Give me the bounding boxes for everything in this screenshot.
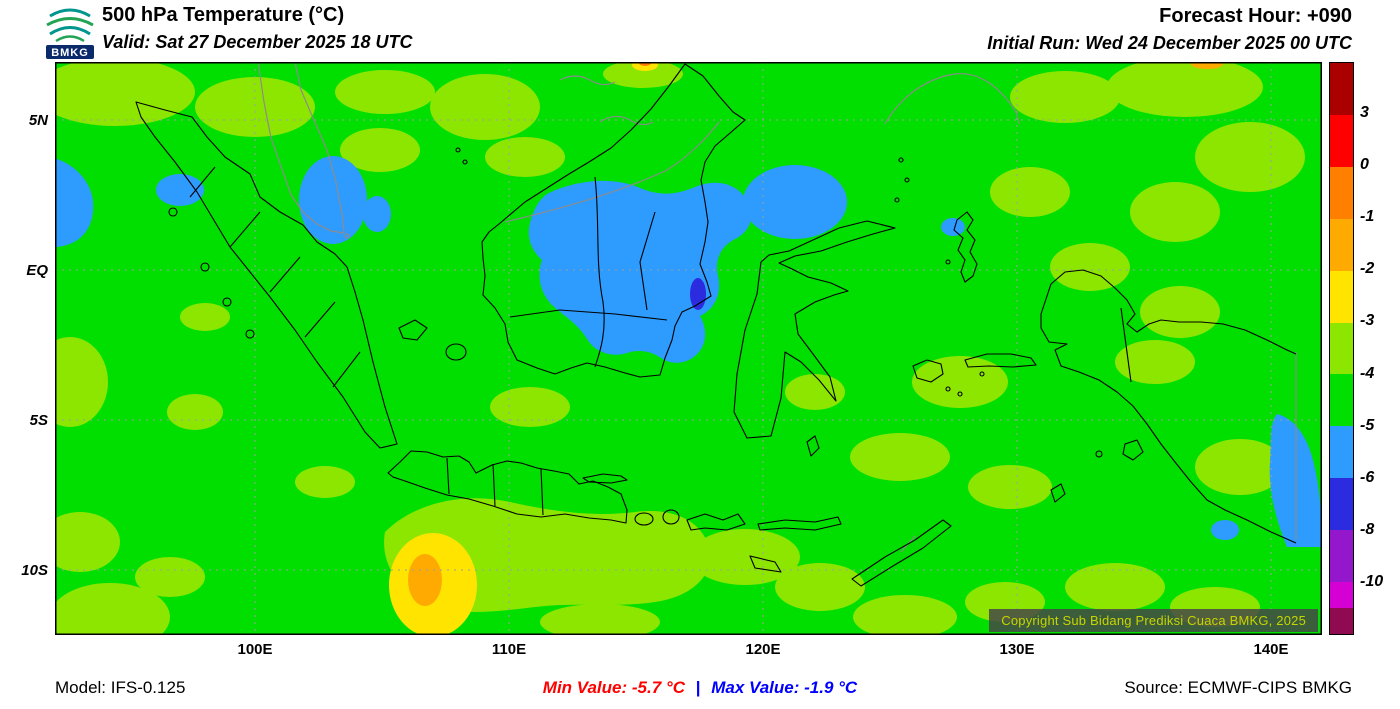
max-value-label: Max Value: -1.9 °C [711,678,858,697]
colorbar-segment [1330,582,1353,609]
lat-tick-eq: EQ [26,262,48,279]
colorbar-tick-label: -1 [1360,208,1375,226]
map-canvas [55,62,1322,635]
model-label: Model: IFS-0.125 [55,678,186,697]
initial-run-label: Initial Run: Wed 24 December 2025 00 UTC [987,33,1352,53]
lon-tick-130e: 130E [999,641,1035,658]
colorbar-segment [1330,426,1353,479]
colorbar-tick-label: -8 [1360,520,1375,538]
minmax-separator: | [695,678,701,697]
temp-field-warm [389,62,1223,635]
colorbar-segment [1330,530,1353,583]
colorbar-tick-label: -10 [1360,572,1384,590]
minmax-values: Min Value: -5.7 °C | Max Value: -1.9 °C [400,678,1000,698]
map-frame [55,62,1322,635]
min-value-label: Min Value: -5.7 °C [542,678,685,697]
colorbar-tick-label: -3 [1360,312,1375,330]
colorbar-segment [1330,218,1353,271]
colorbar-segment [1330,322,1353,375]
lon-tick-110e: 110E [491,641,527,658]
valid-time-label: Valid: Sat 27 December 2025 18 UTC [102,32,413,52]
colorbar-segment [1330,166,1353,219]
source-label: Source: ECMWF-CIPS BMKG [1124,678,1352,697]
graticule-gridlines [55,62,1322,635]
colorbar-segment [1330,114,1353,167]
colorbar-segment [1330,608,1353,634]
bmkg-logo-globe-icon [46,8,94,43]
bmkg-logo-text: BMKG [51,47,89,59]
foreign-borders [257,62,1297,553]
colorbar-segment [1330,270,1353,323]
map-panel: Copyright Sub Bidang Prediksi Cuaca BMKG… [55,62,1322,635]
forecast-hour-label: Forecast Hour: +090 [1159,5,1352,27]
lon-tick-120e: 120E [745,641,781,658]
lon-tick-140e: 140E [1253,641,1289,658]
lat-tick-5n: 5N [28,112,48,129]
colorbar-tick-label: -6 [1360,468,1375,486]
colorbar-segment [1330,374,1353,427]
lat-tick-10s: 10S [21,562,48,579]
temp-field-cold [55,156,1322,547]
page-title: 500 hPa Temperature (°C) [102,4,345,26]
bmkg-logo-band [46,45,94,59]
coastlines [135,63,1297,587]
colorbar-segment [1330,63,1353,115]
colorbar-tick-label: -4 [1360,364,1375,382]
temp-field-yellowgreen [55,62,1305,635]
colorbar-tick-label: -5 [1360,416,1375,434]
lat-tick-5s: 5S [29,412,48,429]
colorbar-tick-label: 3 [1360,104,1369,122]
colorbar-tick-label: -2 [1360,260,1375,278]
colorbar [1329,62,1354,635]
colorbar-segment [1330,478,1353,531]
colorbar-tick-label: 0 [1360,156,1369,174]
colorbar-labels: 3 0 -1 -2 -3 -4 -5 -6 -8 -10 [1360,62,1398,635]
bmkg-logo: BMKG [46,8,94,59]
lon-tick-100e: 100E [237,641,273,658]
copyright-overlay: Copyright Sub Bidang Prediksi Cuaca BMKG… [989,609,1318,632]
